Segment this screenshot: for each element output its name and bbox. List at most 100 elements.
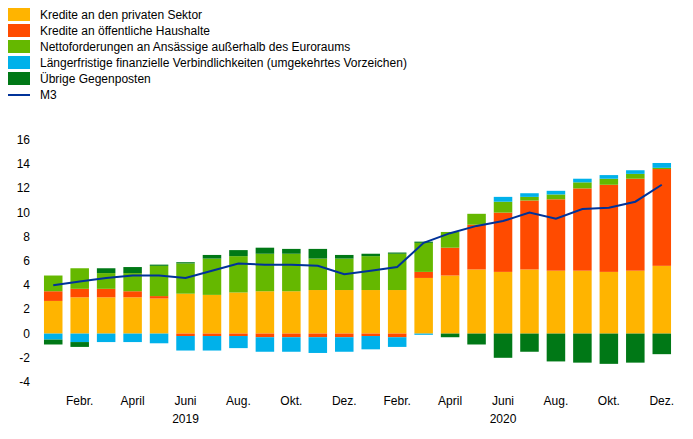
bar bbox=[573, 182, 592, 188]
y-tick bbox=[36, 140, 40, 141]
bar bbox=[653, 334, 672, 355]
bar bbox=[573, 188, 592, 270]
bar bbox=[256, 248, 275, 254]
bar bbox=[282, 337, 301, 352]
bar bbox=[361, 254, 380, 256]
legend-label: Übrige Gegenposten bbox=[40, 72, 151, 86]
bar bbox=[626, 170, 645, 174]
bar bbox=[626, 174, 645, 179]
bar bbox=[494, 202, 513, 213]
bar bbox=[626, 271, 645, 334]
bar bbox=[229, 250, 248, 256]
bar bbox=[388, 254, 407, 290]
bar bbox=[176, 334, 195, 336]
bar bbox=[600, 179, 619, 185]
legend: Kredite an den privaten Sektor Kredite an… bbox=[8, 8, 407, 102]
bar bbox=[520, 334, 539, 352]
bar bbox=[441, 276, 460, 334]
bar bbox=[494, 272, 513, 334]
year-label: 2020 bbox=[490, 412, 517, 426]
y-tick bbox=[36, 309, 40, 310]
legend-swatch bbox=[8, 56, 30, 69]
x-tick-label: Dez. bbox=[649, 394, 674, 408]
plot-area bbox=[44, 163, 671, 364]
bar bbox=[626, 179, 645, 271]
x-tick-label: Juni bbox=[175, 394, 197, 408]
bar bbox=[335, 255, 354, 259]
bar bbox=[282, 334, 301, 338]
bar bbox=[309, 337, 328, 353]
bar bbox=[600, 175, 619, 179]
legend-label: Längerfristige finanzielle Verbindlichke… bbox=[40, 56, 407, 70]
bar bbox=[494, 197, 513, 202]
x-tick-label: Okt. bbox=[598, 394, 620, 408]
bar bbox=[229, 334, 248, 336]
bar bbox=[203, 334, 222, 336]
bar bbox=[123, 267, 142, 273]
y-tick-label: 16 bbox=[17, 133, 31, 147]
line bbox=[53, 185, 662, 285]
bar bbox=[229, 336, 248, 348]
bar bbox=[282, 249, 301, 254]
x-tick-label: Febr. bbox=[66, 394, 93, 408]
bar bbox=[467, 269, 486, 333]
legend-label: Nettoforderungen an Ansässige außerhalb … bbox=[40, 40, 350, 54]
y-tick-label: 12 bbox=[17, 181, 31, 195]
bar bbox=[388, 337, 407, 347]
bar bbox=[547, 334, 566, 362]
bar bbox=[123, 297, 142, 333]
bar bbox=[653, 169, 672, 266]
bar bbox=[282, 254, 301, 292]
bar bbox=[256, 291, 275, 333]
bar bbox=[176, 262, 195, 263]
y-tick bbox=[36, 188, 40, 189]
bar bbox=[600, 185, 619, 272]
y-tick-label: 14 bbox=[17, 157, 31, 171]
bar bbox=[653, 266, 672, 334]
bar bbox=[97, 289, 116, 297]
bar bbox=[388, 290, 407, 334]
y-tick-label: 4 bbox=[23, 278, 30, 292]
bar bbox=[44, 301, 63, 334]
bar bbox=[203, 336, 222, 351]
bar bbox=[335, 290, 354, 334]
bar bbox=[467, 225, 486, 270]
y-tick bbox=[36, 333, 40, 334]
y-tick-label: -2 bbox=[19, 351, 30, 365]
legend-label: M3 bbox=[40, 88, 57, 102]
bar bbox=[361, 256, 380, 290]
bar bbox=[600, 334, 619, 364]
bar bbox=[256, 337, 275, 352]
bar bbox=[150, 265, 169, 266]
bar bbox=[467, 213, 486, 214]
bar bbox=[123, 291, 142, 297]
y-tick bbox=[36, 261, 40, 262]
y-tick-label: 8 bbox=[23, 230, 30, 244]
bar bbox=[414, 243, 433, 272]
bar bbox=[309, 249, 328, 259]
y-tick bbox=[36, 236, 40, 237]
bar bbox=[441, 334, 460, 338]
x-tick-label: Aug. bbox=[226, 394, 251, 408]
bar bbox=[176, 336, 195, 351]
bar bbox=[70, 297, 89, 333]
chart: -4-20246810121416Febr.AprilJuniAug.Okt.D… bbox=[0, 0, 693, 439]
bar bbox=[150, 334, 169, 344]
legend-label: Kredite an öffentliche Haushalte bbox=[40, 24, 210, 38]
bar bbox=[150, 299, 169, 334]
bar bbox=[467, 214, 486, 225]
bar bbox=[547, 191, 566, 195]
bar bbox=[44, 291, 63, 301]
x-tick-label: Febr. bbox=[384, 394, 411, 408]
bar bbox=[335, 337, 354, 352]
x-tick-label: Juni bbox=[492, 394, 514, 408]
bar bbox=[256, 334, 275, 338]
bar bbox=[520, 193, 539, 197]
y-tick bbox=[36, 212, 40, 213]
x-axis: Febr.AprilJuniAug.Okt.Dez.Febr.AprilJuni… bbox=[66, 394, 674, 426]
bar bbox=[309, 334, 328, 338]
bar bbox=[520, 197, 539, 201]
legend-label: Kredite an den privaten Sektor bbox=[40, 8, 202, 22]
bar bbox=[414, 334, 433, 335]
bar bbox=[44, 340, 63, 345]
